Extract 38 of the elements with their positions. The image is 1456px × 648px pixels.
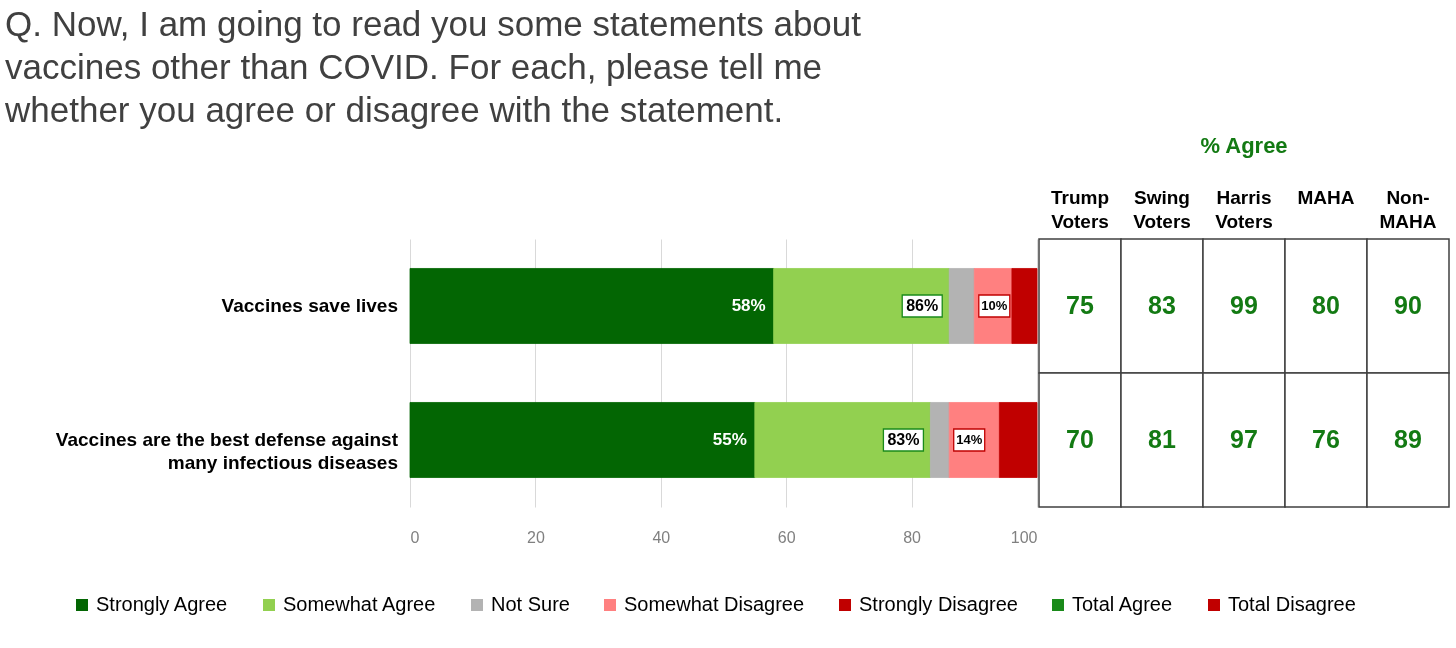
data-label: 55% <box>712 430 747 449</box>
x-tick-label: 0 <box>410 528 420 546</box>
annotation: 86% <box>906 297 939 314</box>
x-tick-label: Swing Voters <box>1133 186 1191 232</box>
legend-label: Somewhat Disagree <box>624 593 805 615</box>
annotation: 14% <box>956 432 983 447</box>
x-tick-label: 40 <box>652 528 671 546</box>
data-label: 81 <box>1148 425 1176 453</box>
data-label: 90 <box>1394 291 1422 319</box>
x-tick-label: Harris Voters <box>1215 186 1273 232</box>
x-tick-label: 60 <box>777 528 796 546</box>
data-label: 58% <box>731 296 766 315</box>
x-tick-label: 20 <box>527 528 545 546</box>
data-label: 75 <box>1066 291 1094 319</box>
data-label: 80 <box>1312 291 1340 319</box>
legend-label: Strongly Disagree <box>859 593 1018 615</box>
legend-label: Total Disagree <box>1228 593 1356 615</box>
data-label: 89 <box>1394 425 1422 453</box>
legend-label: Total Agree <box>1072 593 1173 615</box>
x-tick-label: MAHA <box>1297 186 1355 208</box>
data-label: 99 <box>1230 291 1258 319</box>
legend-label: Not Sure <box>491 593 570 615</box>
x-tick-label: 80 <box>903 528 922 546</box>
chart-title: Q. Now, I am going to read you some statements about vaccines other than COVID. For each, please tell me whether you agree or disagree with the statement. <box>4 4 862 129</box>
annotation: 83% <box>887 431 920 448</box>
legend-label: Somewhat Agree <box>283 593 436 615</box>
data-label: 83 <box>1148 291 1176 319</box>
x-tick-label: 100 <box>1010 528 1038 546</box>
x-tick-label: Non-MAHA <box>1379 186 1437 232</box>
y-tick-label: Vaccines are the best defense against many infectious diseases <box>55 429 399 473</box>
chart-title: % Agree <box>1200 133 1288 158</box>
data-label: 97 <box>1230 425 1258 453</box>
x-tick-label: Trump Voters <box>1050 186 1110 232</box>
data-label: 76 <box>1312 425 1340 453</box>
legend-label: Strongly Agree <box>96 593 228 615</box>
data-label: 70 <box>1066 425 1094 453</box>
annotation: 10% <box>981 298 1008 313</box>
y-tick-label: Vaccines save lives <box>221 295 398 316</box>
